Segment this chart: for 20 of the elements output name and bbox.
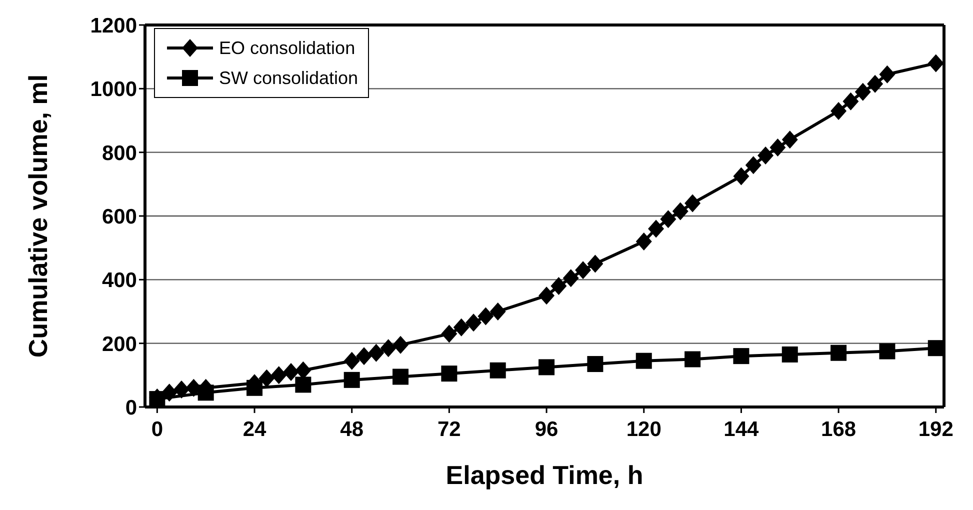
y-tick-label: 1000 <box>90 78 137 102</box>
y-tick-label: 600 <box>102 205 137 228</box>
y-tick-label: 1200 <box>90 14 137 38</box>
legend-label: SW consolidation <box>219 68 358 88</box>
y-axis-title: Cumulative volume, ml <box>23 74 54 358</box>
x-tick-label: 120 <box>626 418 662 441</box>
x-tick-label: 192 <box>918 418 954 441</box>
y-tick-label: 800 <box>102 142 137 165</box>
x-tick-label: 48 <box>340 418 364 441</box>
x-tick-label: 72 <box>438 418 461 441</box>
legend-label: EO consolidation <box>219 38 356 58</box>
x-tick-label: 0 <box>151 418 164 441</box>
y-tick-label: 200 <box>102 332 137 356</box>
x-axis-title: Elapsed Time, h <box>446 460 644 490</box>
x-tick-label: 168 <box>821 418 856 441</box>
x-tick-label: 144 <box>724 418 760 441</box>
y-tick-label: 400 <box>102 269 137 292</box>
y-tick-label: 0 <box>125 396 137 420</box>
x-tick-label: 24 <box>242 418 267 441</box>
x-tick-label: 96 <box>534 418 558 441</box>
